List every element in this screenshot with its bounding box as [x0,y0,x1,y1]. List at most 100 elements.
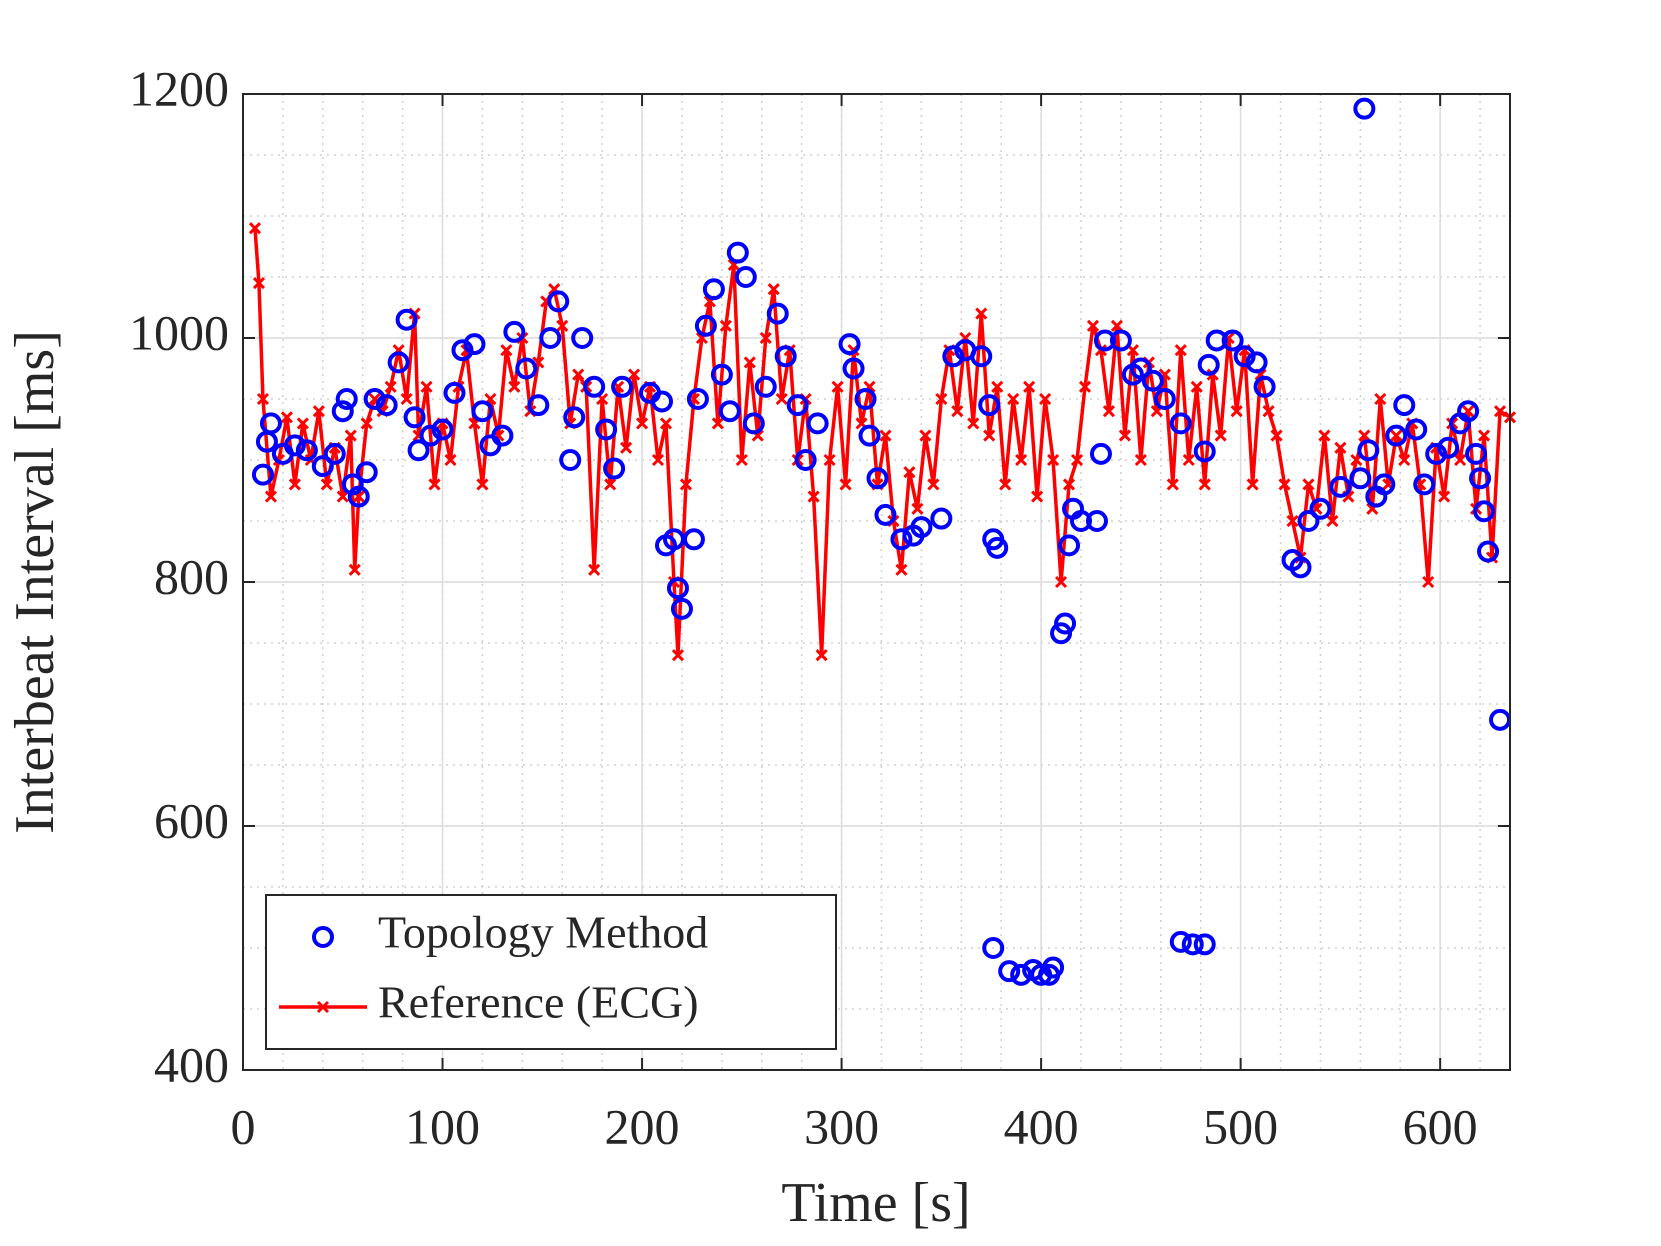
x-marker [1054,575,1068,589]
x-marker [1102,405,1116,418]
circle-marker [854,388,877,410]
circle-marker [726,241,749,264]
x-marker [1278,478,1291,491]
y-tick-label: 1000 [129,304,229,360]
circle-marker [1413,473,1436,496]
x-marker [1214,429,1227,442]
x-marker [1358,429,1371,442]
x-marker [1230,405,1243,418]
circle-marker [978,394,1001,417]
circle-marker [1353,97,1376,120]
circle-marker [858,424,881,447]
circle-marker [403,406,426,429]
circle-marker [323,442,346,465]
x-marker [659,417,673,430]
circle-marker [251,463,274,486]
x-marker [919,429,932,442]
circle-marker [611,375,634,398]
circle-marker [794,449,817,471]
x-marker [1070,453,1084,467]
x-marker [256,392,270,406]
x-marker [344,429,357,442]
x-marker [1110,319,1123,332]
circle-marker [419,424,442,447]
legend-label: Reference (ECG) [378,977,699,1028]
x-marker [336,490,349,503]
x-marker [679,478,693,491]
x-marker [1174,344,1187,357]
circle-marker [998,960,1021,983]
x-marker [839,478,852,491]
x-marker [1493,405,1507,418]
x-axis-label: Time [s] [781,1172,970,1234]
x-marker [831,380,844,393]
x-marker [1007,392,1020,406]
circle-marker [431,418,454,441]
x-marker [1134,453,1147,467]
x-marker [759,331,772,345]
circle-marker [1297,510,1320,532]
x-marker [1023,380,1036,393]
x-marker [620,441,633,454]
x-marker [316,1000,330,1014]
y-tick-label: 800 [154,548,229,604]
circle-marker [694,314,717,337]
circle-marker [1309,497,1332,520]
circle-marker [471,400,494,423]
x-marker [360,417,373,430]
x-marker [767,283,780,296]
circle-marker [1373,473,1396,496]
x-marker [1182,453,1195,467]
x-marker [628,368,641,381]
circle-marker [1089,442,1112,465]
x-tick-label: 500 [1203,1098,1278,1154]
circle-marker [491,424,514,447]
x-marker [288,478,301,491]
circle-marker [341,473,364,496]
circle-marker [682,528,705,551]
circle-marker [702,278,725,301]
circle-marker [443,381,466,404]
circle-marker [774,345,797,368]
x-marker [1047,453,1060,467]
circle-marker [1205,329,1228,352]
x-marker [508,380,521,393]
circle-marker [1181,933,1204,956]
circle-marker [335,388,358,410]
x-marker [743,356,756,369]
circle-marker [754,375,777,398]
circle-marker [1193,933,1216,956]
x-marker [807,490,820,503]
circle-marker [1349,467,1372,490]
circle-marker [1109,329,1132,352]
x-marker [1302,478,1315,491]
circle-marker [387,351,410,374]
series [251,97,1512,986]
circle-marker [395,308,418,331]
circle-marker [559,449,582,471]
y-axis-label: Interbeat Interval [ms] [4,330,66,834]
circle-marker [375,394,398,417]
x-marker [1015,453,1028,467]
axes-box [242,93,1511,1071]
circle-marker [734,266,757,288]
x-marker [935,392,948,406]
x-marker [1062,478,1076,491]
circle-marker [910,516,933,539]
circle-marker [866,467,889,490]
x-marker [711,417,724,430]
x-marker [248,222,262,235]
circle-marker [1233,345,1256,368]
circle-marker [451,339,474,362]
circle-marker [407,439,430,462]
circle-marker [806,412,829,435]
y-tick-label: 600 [154,792,229,848]
circle-marker [942,345,965,368]
circle-marker [527,394,550,417]
x-marker [1334,441,1347,454]
x-marker [1422,575,1435,589]
x-marker [1438,490,1451,503]
circle-marker [686,388,709,410]
x-marker [428,478,441,491]
